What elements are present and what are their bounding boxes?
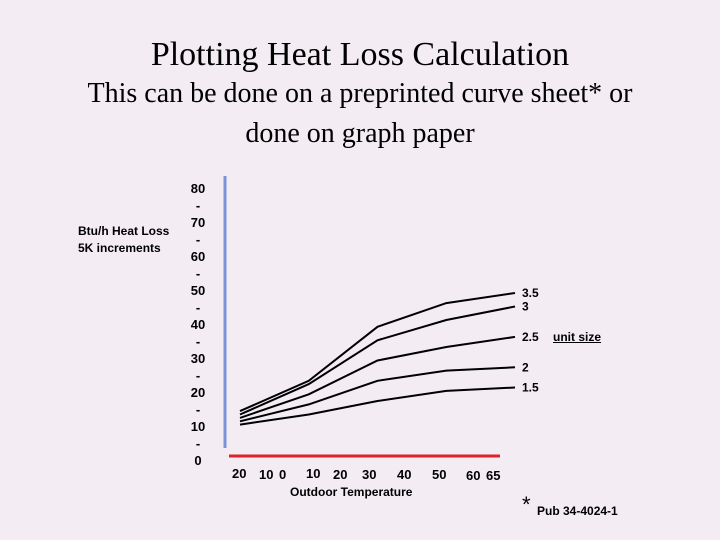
y-tick-label: - [195, 402, 201, 417]
series-label: 2 [522, 360, 529, 374]
series-line-3-5 [239, 292, 516, 413]
x-tick-label: 10 [306, 466, 321, 481]
y-axis-sublabel: 5K increments [78, 241, 161, 255]
y-tick-label: - [195, 300, 201, 315]
series-line-2 [239, 366, 516, 423]
y-tick-label: 50 [190, 283, 206, 298]
x-tick-label: 50 [432, 467, 447, 482]
page-title: Plotting Heat Loss Calculation [150, 36, 570, 73]
y-tick-label: - [195, 266, 201, 281]
x-tick-label: 10 [259, 467, 274, 482]
y-tick-label: 30 [190, 351, 206, 366]
series-label: 3.5 [522, 286, 539, 300]
y-tick-label: - [195, 334, 201, 349]
y-tick-label: 70 [190, 215, 206, 230]
series-line-3 [239, 305, 516, 416]
series-label: 3 [522, 300, 529, 314]
y-tick-label: 20 [190, 385, 206, 400]
x-tick-label: 0 [279, 467, 287, 482]
x-tick-label: 20 [232, 466, 247, 481]
y-tick-label: 10 [190, 419, 206, 434]
footnote-text: Pub 34-4024-1 [537, 504, 618, 518]
x-tick-label: 40 [397, 467, 412, 482]
series-line-2-5 [239, 335, 516, 419]
x-tick-label: 20 [333, 467, 348, 482]
y-tick-label: - [195, 436, 201, 451]
y-tick-label: 60 [190, 249, 206, 264]
y-tick-label: - [195, 198, 201, 213]
series-label: 1.5 [522, 381, 539, 395]
x-tick-label: 60 [466, 468, 481, 483]
x-tick-label: 65 [486, 468, 501, 483]
y-axis-label: Btu/h Heat Loss [78, 224, 170, 238]
x-tick-label: 30 [362, 467, 377, 482]
y-tick-label: 0 [194, 453, 202, 468]
footnote-star: * [522, 492, 531, 517]
series-label: 2.5 [522, 330, 539, 344]
y-tick-label: 40 [190, 317, 206, 332]
subtitle-line-1: This can be done on a preprinted curve s… [87, 78, 633, 109]
unit-size-label: unit size [553, 330, 602, 344]
x-axis-label: Outdoor Temperature [290, 485, 413, 499]
y-tick-label: - [195, 232, 201, 247]
y-tick-label: 80 [190, 181, 206, 196]
subtitle-line-2: done on graph paper [245, 118, 475, 149]
y-tick-label: - [195, 368, 201, 383]
series-line-1-5 [239, 386, 516, 426]
